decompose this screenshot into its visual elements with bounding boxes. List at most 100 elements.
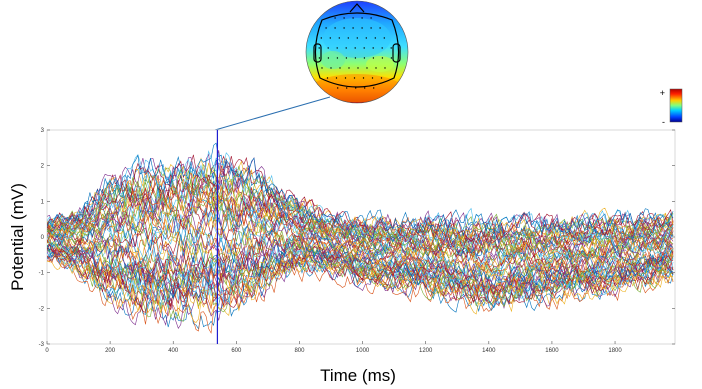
y-tick-label: 0: [41, 235, 45, 241]
electrode-dot: [334, 17, 336, 19]
x-axis-label: Time (ms): [320, 366, 396, 385]
channel-trace: [47, 228, 674, 292]
electrode-dot: [373, 87, 375, 89]
electrode-dot: [390, 57, 393, 59]
electrode-dot: [361, 27, 363, 29]
colorbar-minus-label: -: [662, 117, 665, 127]
y-tick-label: -2: [39, 306, 45, 312]
channel-trace: [47, 250, 674, 329]
electrode-dots: [318, 17, 393, 89]
electrode-dot: [346, 87, 348, 89]
x-tick-label: 600: [231, 348, 242, 354]
electrode-dot: [354, 57, 357, 59]
electrode-dot: [363, 57, 366, 59]
x-tick-label: 0: [45, 348, 49, 354]
electrode-dot: [372, 47, 374, 49]
electrode-dot: [325, 27, 327, 29]
topomap-border: [305, 0, 409, 104]
channel-trace: [47, 150, 674, 238]
electrode-dot: [370, 17, 372, 19]
electrode-dot: [381, 47, 383, 49]
channel-trace: [47, 233, 674, 284]
electrode-dot: [348, 67, 350, 69]
channel-traces: [47, 142, 674, 334]
channel-trace: [47, 142, 674, 235]
electrode-dot: [336, 47, 338, 49]
left-ear-icon: [313, 43, 322, 63]
channel-trace: [47, 234, 674, 283]
channel-trace: [47, 171, 674, 250]
electrode-dot: [345, 57, 348, 59]
channel-trace: [47, 200, 674, 270]
electrode-dot: [318, 47, 320, 49]
topomap: [305, 0, 409, 104]
electrode-dot: [337, 87, 339, 89]
y-tick-label: 3: [41, 128, 45, 134]
channel-trace: [47, 242, 674, 297]
electrode-dot: [343, 27, 345, 29]
y-tick-label: 2: [41, 164, 45, 170]
electrode-dot: [343, 17, 345, 19]
electrode-dot: [330, 67, 332, 69]
electrode-dot: [352, 17, 354, 19]
x-tick-label: 800: [294, 348, 305, 354]
channel-trace: [47, 159, 674, 242]
electrode-dot: [329, 37, 331, 39]
x-tick-label: 1000: [356, 348, 370, 354]
electrode-dot: [318, 57, 321, 59]
x-tick-label: 1400: [482, 348, 496, 354]
y-axis-label: Potential (mV): [8, 183, 27, 291]
electrode-dot: [338, 37, 340, 39]
channel-trace: [47, 195, 674, 258]
topomap-connector: [214, 96, 331, 131]
right-ear-icon: [392, 43, 401, 63]
channel-trace: [47, 157, 674, 240]
electrode-dot: [366, 67, 368, 69]
colorbar-plus-label: +: [660, 88, 665, 98]
electrode-dot: [327, 57, 330, 59]
y-tick-label: -1: [39, 271, 45, 277]
y-tick-label: 1: [41, 199, 45, 205]
electrode-dot: [381, 57, 384, 59]
electrode-dot: [375, 67, 377, 69]
electrode-dot: [339, 67, 341, 69]
x-tick-label: 1200: [419, 348, 433, 354]
electrode-dot: [371, 77, 374, 79]
channel-trace: [47, 172, 674, 245]
colorbar: + -: [660, 88, 683, 127]
electrode-dot: [380, 77, 383, 79]
electrode-dot: [355, 87, 357, 89]
electrode-dot: [356, 37, 358, 39]
electrode-dot: [354, 47, 356, 49]
channel-trace: [47, 221, 674, 275]
electrode-dot: [327, 47, 329, 49]
electrode-dot: [347, 37, 349, 39]
x-tick-label: 200: [105, 348, 116, 354]
channel-trace: [47, 236, 674, 286]
electrode-dot: [320, 37, 322, 39]
electrode-dot: [364, 87, 366, 89]
electrode-dot: [335, 77, 338, 79]
electrode-dot: [357, 67, 359, 69]
electrode-dot: [363, 47, 365, 49]
head-outline-icon: [314, 12, 400, 88]
electrode-dot: [321, 67, 323, 69]
electrode-dot: [326, 77, 329, 79]
x-tick-label: 1600: [545, 348, 559, 354]
electrode-dot: [372, 57, 375, 59]
electrode-dot: [362, 77, 365, 79]
electrode-dot: [344, 77, 347, 79]
axis-ticks: 0 200 400 600 800 1000 1200 1400 1600 1800 -3 -2 -1 0…: [39, 128, 675, 354]
y-tick-label: -3: [39, 342, 45, 348]
electrode-dot: [390, 47, 392, 49]
electrode-dot: [352, 27, 354, 29]
electrode-dot: [361, 17, 363, 19]
electrode-dot: [334, 27, 336, 29]
channel-trace: [47, 168, 674, 251]
x-tick-label: 400: [168, 348, 179, 354]
plot-area: 0 200 400 600 800 1000 1200 1400 1600 1800 -3 -2 -1 0…: [39, 128, 676, 354]
electrode-dot: [384, 67, 386, 69]
electrode-dot: [374, 37, 376, 39]
electrode-dot: [383, 37, 385, 39]
